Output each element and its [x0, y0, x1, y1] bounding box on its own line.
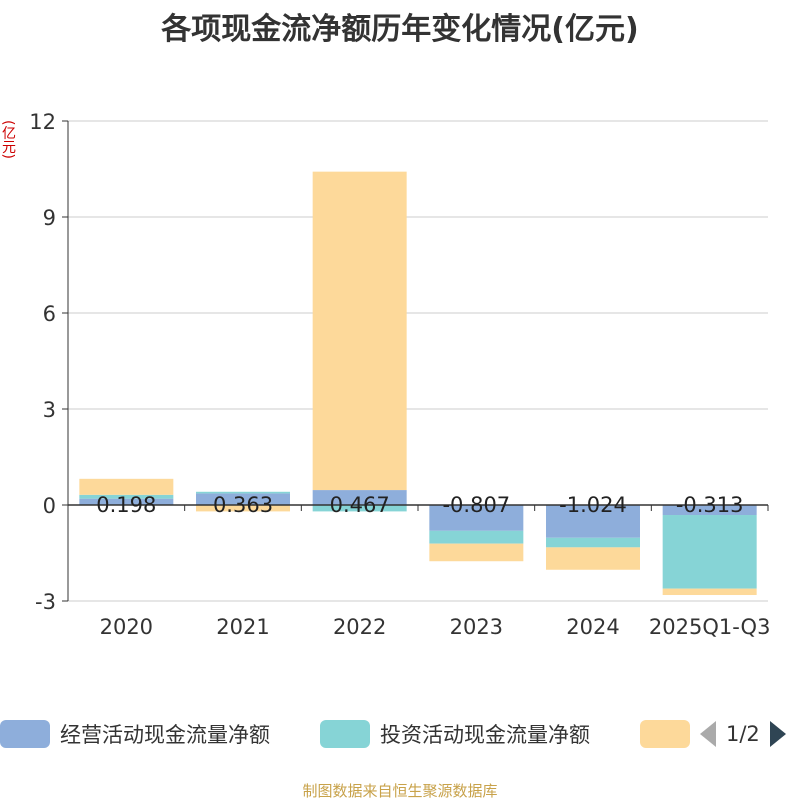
- bar-financing: [196, 505, 290, 512]
- data-label: -0.807: [442, 493, 510, 517]
- x-tick-label: 2020: [100, 615, 153, 639]
- legend: 经营活动现金流量净额 投资活动现金流量净额 1/2: [0, 716, 800, 756]
- bar-financing: [662, 588, 757, 596]
- y-tick-label: 6: [43, 302, 56, 326]
- bar-investing: [196, 491, 290, 494]
- bar-investing: [429, 530, 524, 544]
- bar-financing: [312, 171, 407, 491]
- y-tick-label: 0: [43, 494, 56, 518]
- legend-item-operating[interactable]: 经营活动现金流量净额: [0, 716, 270, 752]
- x-tick-label: 2021: [216, 615, 269, 639]
- legend-pager: 1/2: [700, 716, 786, 752]
- bar-operating: [429, 505, 524, 531]
- chart-area: -3 0 3 6 9 12 2020 2021 2022 2023 2024 2025Q1-Q3 0.1…: [29, 110, 771, 639]
- bar-investing: [79, 494, 174, 499]
- legend-label-operating: 经营活动现金流量净额: [60, 723, 270, 747]
- bar-investing: [546, 537, 640, 548]
- data-label: 0.467: [330, 493, 390, 517]
- bar-operating: [79, 498, 174, 505]
- legend-item-investing[interactable]: 投资活动现金流量净额: [320, 716, 590, 752]
- legend-label-investing: 投资活动现金流量净额: [380, 723, 590, 747]
- bar-investing: [662, 515, 757, 589]
- bar-financing: [79, 478, 174, 495]
- bar-investing: [312, 505, 407, 512]
- y-tick-label: 9: [43, 206, 56, 230]
- pager-prev-icon[interactable]: [700, 721, 716, 747]
- y-axis-unit: (亿元): [0, 120, 16, 159]
- data-label: 0.363: [213, 493, 273, 517]
- legend-swatch-investing: [320, 720, 370, 748]
- data-label: -1.024: [559, 493, 627, 517]
- chart-title: 各项现金流净额历年变化情况(亿元): [161, 12, 639, 47]
- bar-operating: [196, 493, 290, 505]
- bar-operating: [662, 505, 757, 516]
- x-tick-label: 2023: [450, 615, 503, 639]
- data-label: 0.198: [96, 493, 156, 517]
- legend-item-financing[interactable]: [640, 716, 700, 752]
- bar-operating: [312, 490, 407, 505]
- pager-next-icon[interactable]: [769, 721, 786, 747]
- bar-financing: [546, 547, 640, 570]
- pager-text: 1/2: [726, 722, 760, 746]
- x-tick-label: 2022: [333, 615, 386, 639]
- legend-swatch-operating: [0, 720, 50, 748]
- y-tick-label: 12: [29, 110, 56, 134]
- data-source: 制图数据来自恒生聚源数据库: [302, 782, 498, 800]
- legend-swatch-financing: [640, 720, 690, 748]
- x-tick-label: 2024: [566, 615, 619, 639]
- y-tick-label: -3: [35, 590, 56, 614]
- x-tick-label: 2025Q1-Q3: [649, 615, 771, 639]
- data-label: -0.313: [676, 493, 744, 517]
- bar-operating: [546, 505, 640, 538]
- bar-financing: [429, 543, 524, 562]
- y-tick-label: 3: [43, 398, 56, 422]
